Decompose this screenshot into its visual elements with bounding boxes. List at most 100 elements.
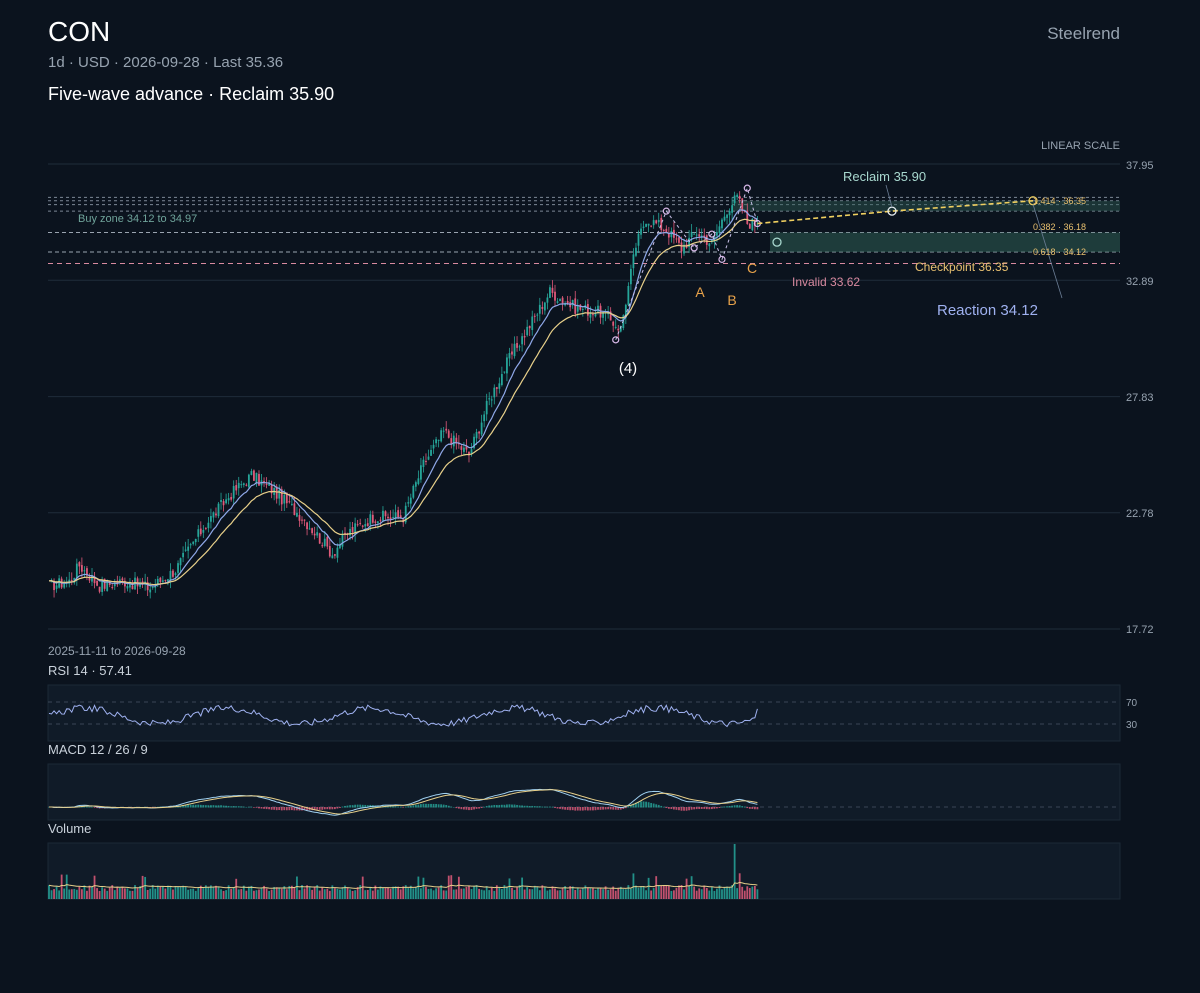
volume-bar — [382, 887, 384, 899]
candle-body — [106, 580, 109, 591]
macd-histogram-bar — [88, 806, 91, 808]
candle-body — [475, 431, 478, 439]
macd-histogram-bar — [546, 806, 549, 808]
macd-histogram-bar — [212, 805, 215, 808]
volume-ma-line — [48, 881, 758, 889]
volume-bar — [263, 885, 265, 899]
volume-bar — [614, 890, 617, 899]
macd-histogram-bar — [556, 807, 559, 809]
ma-slow-line — [48, 218, 758, 586]
candle-body — [470, 449, 473, 454]
candle-body — [632, 254, 635, 269]
buy-zone-label: Buy zone 34.12 to 34.97 — [78, 213, 197, 225]
volume-bar — [298, 890, 301, 899]
y-tick-label: 22.78 — [1126, 508, 1154, 520]
candle-body — [435, 439, 437, 444]
volume-bar — [192, 888, 195, 899]
volume-bar — [311, 889, 314, 899]
candle-body — [78, 562, 81, 567]
volume-bar — [96, 888, 98, 899]
candle-body — [93, 577, 96, 584]
macd-histogram-bar — [498, 804, 501, 808]
macd-histogram-bar — [584, 807, 587, 811]
macd-histogram-bar — [414, 804, 417, 808]
macd-histogram-bar — [346, 805, 349, 808]
candle-body — [574, 298, 577, 314]
macd-histogram-bar — [506, 804, 508, 808]
macd-histogram-bar — [493, 804, 496, 808]
candle-body — [296, 512, 298, 517]
volume-bar — [159, 886, 162, 899]
candle-body — [222, 501, 225, 506]
volume-bar — [470, 889, 473, 899]
candle-body — [88, 577, 91, 581]
macd-histogram-bar — [475, 807, 478, 809]
volume-bar — [146, 889, 149, 899]
reaction-leader — [1032, 204, 1063, 299]
volume-bar — [452, 889, 455, 899]
macd-histogram-bar — [296, 807, 298, 811]
wave-pivot — [743, 184, 751, 192]
candle-body — [665, 228, 668, 233]
macd-histogram-bar — [559, 807, 561, 809]
candle-body — [151, 586, 154, 588]
candle-body — [146, 582, 149, 591]
candle-body — [521, 336, 524, 345]
volume-bar — [521, 877, 524, 899]
macd-histogram-bar — [326, 807, 329, 810]
macd-histogram-bar — [619, 807, 622, 810]
candle-body — [154, 585, 157, 588]
candle-body — [258, 473, 260, 486]
macd-histogram-bar — [215, 805, 217, 808]
candle-body — [253, 470, 255, 481]
candle-body — [614, 326, 617, 328]
candle-body — [556, 301, 559, 303]
candle-body — [174, 573, 177, 575]
candle-body — [635, 247, 637, 256]
volume-bar — [260, 887, 263, 899]
macd-histogram-bar — [642, 801, 645, 808]
macd-histogram-bar — [204, 805, 207, 808]
candle-body — [351, 527, 354, 533]
volume-bar — [207, 887, 210, 899]
volume-bar — [212, 886, 215, 899]
candle-body — [523, 336, 526, 338]
candle-body — [83, 570, 86, 572]
volume-bar — [187, 889, 190, 899]
macd-histogram-bar — [435, 803, 437, 808]
candle-body — [344, 532, 346, 534]
volume-bar — [741, 886, 744, 899]
candle-body — [366, 523, 369, 527]
volume-bar — [693, 886, 696, 899]
volume-bar — [523, 889, 526, 899]
candle-body — [498, 383, 501, 389]
candle-body — [536, 314, 539, 316]
volume-bar — [440, 885, 443, 899]
macd-histogram-bar — [432, 803, 435, 808]
candle-body — [55, 585, 58, 589]
candle-body — [655, 220, 658, 224]
macd-histogram-bar — [480, 807, 483, 808]
macd-histogram-bar — [579, 807, 582, 811]
candle-body — [690, 231, 693, 237]
macd-histogram-bar — [483, 806, 486, 808]
candle-body — [129, 583, 131, 588]
macd-histogram-bar — [333, 807, 336, 810]
macd-histogram-bar — [207, 805, 210, 808]
candle-body — [75, 563, 78, 579]
volume-bar — [559, 890, 561, 899]
macd-histogram-bar — [680, 807, 683, 811]
candle-body — [723, 216, 726, 221]
candle-body — [230, 496, 233, 500]
candle-body — [581, 308, 584, 310]
macd-histogram-bar — [412, 805, 415, 808]
candle-body — [721, 219, 723, 229]
volume-bar — [412, 888, 415, 899]
volume-bar — [683, 889, 685, 899]
fib-level-label: 0.382 · 36.18 — [1033, 222, 1086, 232]
invalid-label: Invalid 33.62 — [792, 275, 860, 289]
wave-label-c: C — [747, 260, 757, 276]
candle-body — [746, 210, 749, 224]
macd-histogram-bar — [581, 807, 584, 811]
